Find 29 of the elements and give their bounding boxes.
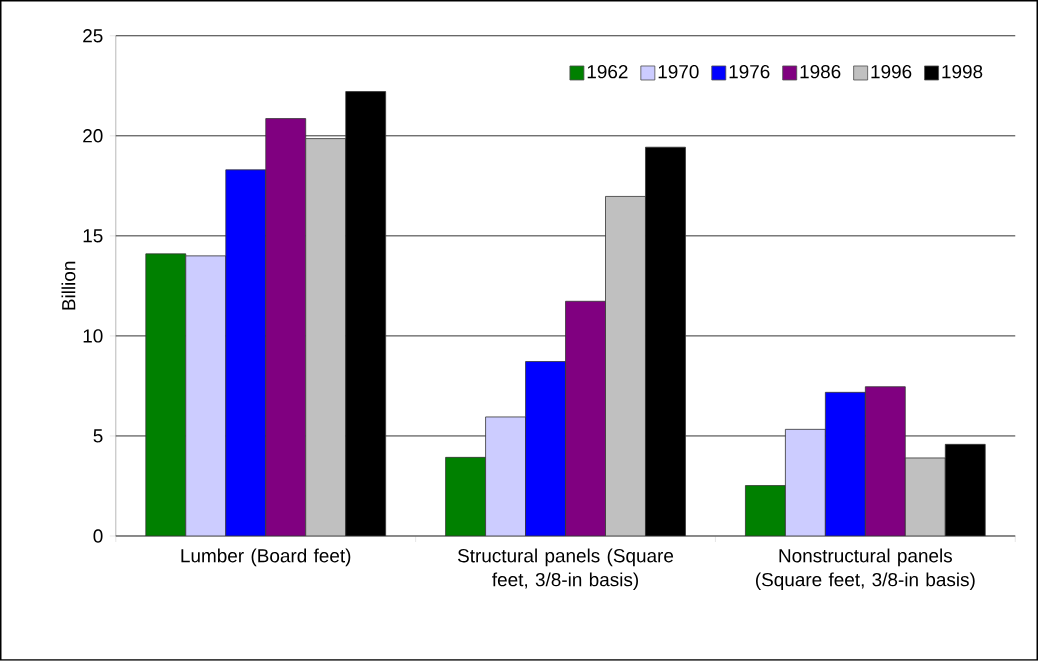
y-tick-label: 25 — [83, 29, 103, 43]
bar — [225, 169, 267, 537]
legend-label: 1998 — [942, 65, 983, 79]
bar — [864, 386, 906, 537]
x-tick-label: Structural panels (Square feet, 3/8-in basis) — [457, 548, 674, 591]
legend-label: 1986 — [800, 65, 841, 79]
x-tick-label: Lumber (Board feet) — [181, 548, 351, 567]
bar — [785, 429, 826, 537]
bar — [904, 457, 946, 537]
legend-label: 1976 — [729, 65, 770, 79]
bar — [525, 361, 566, 537]
bar — [605, 196, 646, 537]
bar — [565, 300, 606, 537]
x-tick-label: Nonstructural panels (Square feet, 3/8-in basis) — [756, 548, 975, 591]
bar — [305, 138, 347, 537]
bar — [824, 392, 866, 537]
y-axis-title: Billion — [61, 261, 76, 310]
y-tick-label: 10 — [83, 329, 103, 343]
y-tick-label: 20 — [83, 129, 103, 143]
legend-label: 1970 — [658, 65, 699, 79]
legend-label: 1962 — [587, 65, 628, 79]
legend-label: 1996 — [871, 65, 912, 79]
bar — [185, 255, 227, 537]
y-tick-label: 15 — [83, 229, 103, 243]
bar — [485, 416, 526, 537]
bar — [265, 118, 307, 537]
y-tick-label: 5 — [93, 429, 103, 443]
y-tick-label: 0 — [93, 529, 103, 543]
bar — [944, 444, 986, 537]
